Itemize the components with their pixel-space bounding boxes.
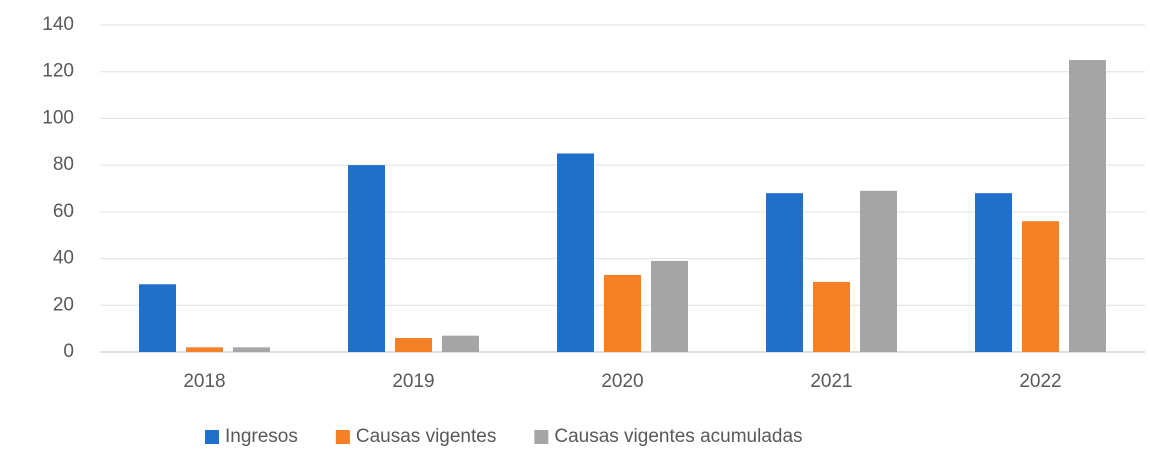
- bar: [233, 347, 270, 352]
- y-tick-label: 100: [42, 107, 74, 128]
- bar: [395, 337, 432, 352]
- bar: [651, 260, 688, 352]
- bar: [604, 274, 641, 352]
- bar: [557, 153, 594, 352]
- y-tick-label: 40: [53, 248, 74, 269]
- bar: [442, 335, 479, 352]
- legend-label: Causas vigentes acumuladas: [554, 426, 802, 447]
- bar: [813, 281, 850, 352]
- bar: [186, 347, 223, 352]
- legend-swatch: [534, 430, 549, 444]
- y-tick-label: 140: [42, 14, 74, 35]
- x-tick-label: 2022: [1019, 371, 1061, 392]
- bar: [1022, 221, 1059, 352]
- x-tick-label: 2019: [392, 371, 434, 392]
- legend-swatch: [205, 430, 219, 444]
- bar: [975, 193, 1012, 352]
- x-tick-label: 2018: [183, 371, 225, 392]
- bar: [766, 193, 803, 352]
- bar: [139, 284, 176, 352]
- legend-label: Causas vigentes: [356, 426, 496, 447]
- bar: [1069, 60, 1106, 353]
- y-tick-label: 20: [53, 294, 74, 315]
- legend-label: Ingresos: [225, 426, 298, 447]
- bar: [348, 165, 385, 352]
- y-tick-label: 60: [53, 201, 74, 222]
- x-tick-label: 2021: [810, 371, 852, 392]
- y-tick-label: 80: [53, 154, 74, 175]
- x-tick-label: 2020: [601, 371, 643, 392]
- y-tick-label: 120: [42, 61, 74, 82]
- legend-swatch: [335, 430, 350, 444]
- bar: [860, 190, 897, 352]
- y-tick-label: 0: [63, 341, 74, 362]
